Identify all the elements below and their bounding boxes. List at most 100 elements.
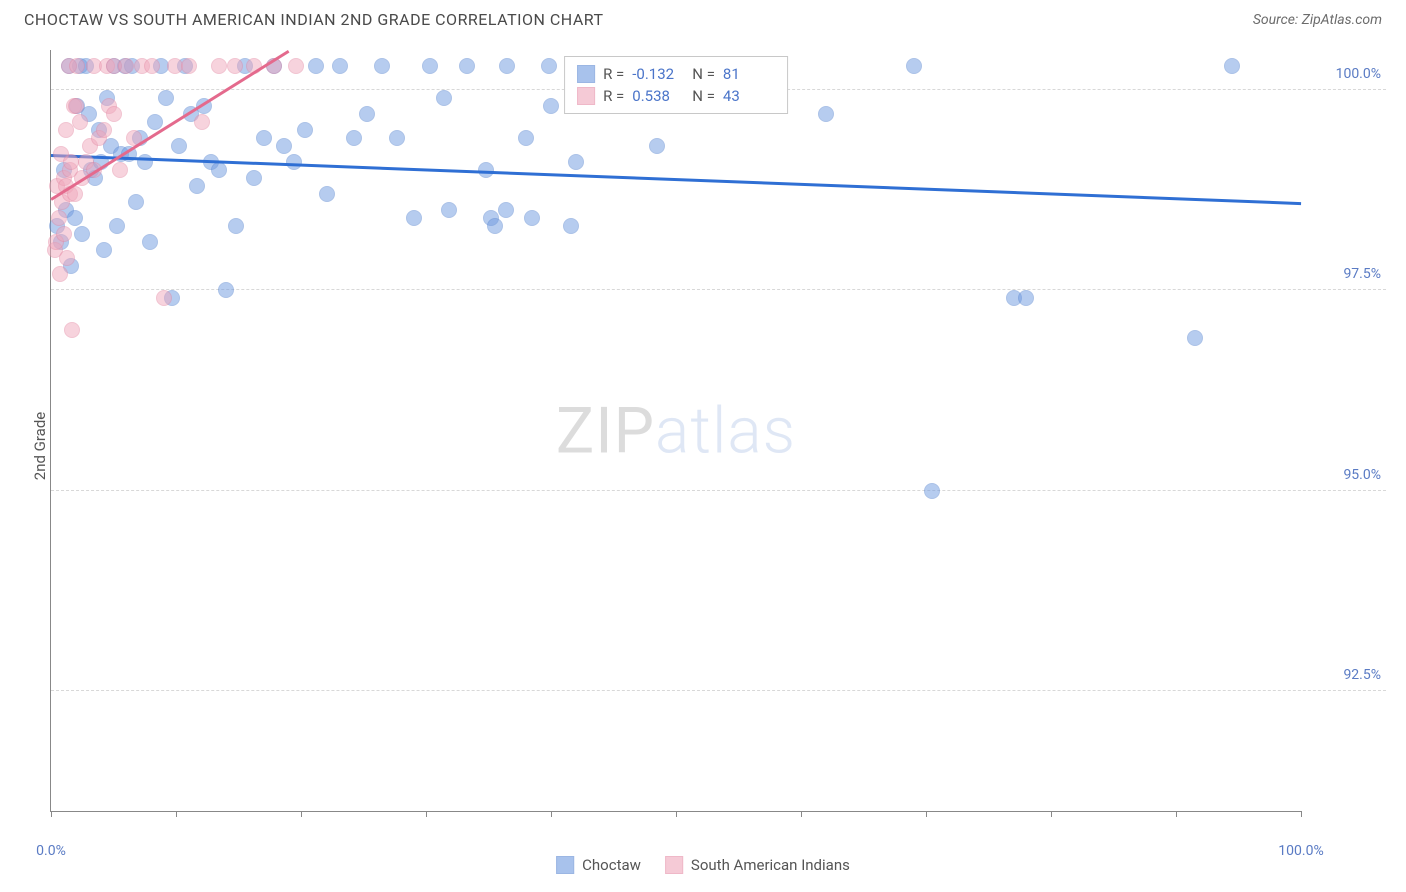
x-tick [801,811,802,817]
data-point [68,98,84,114]
series-swatch [577,65,595,83]
data-point [276,138,292,154]
gridline [51,490,1386,491]
data-point [487,218,503,234]
legend-swatch [556,856,574,874]
data-point [422,58,438,74]
x-tick-label: 0.0% [36,843,66,859]
data-point [67,210,83,226]
stats-row: R = -0.132 N = 81 [577,63,775,85]
chart-header: CHOCTAW VS SOUTH AMERICAN INDIAN 2ND GRA… [0,0,1406,35]
x-tick [1176,811,1177,817]
data-point [459,58,475,74]
data-point [541,58,557,74]
data-point [649,138,665,154]
data-point [218,282,234,298]
y-axis-label: 2nd Grade [31,412,49,480]
data-point [158,90,174,106]
x-tick-label: 100.0% [1278,843,1323,859]
source-name: ZipAtlas.com [1302,12,1382,28]
legend-item: South American Indians [665,856,850,874]
data-point [63,154,79,170]
data-point [297,122,313,138]
data-point [59,250,75,266]
data-point [227,58,243,74]
y-tick-label: 92.5% [1343,667,1381,683]
data-point [1187,330,1203,346]
data-point [189,178,205,194]
r-label: R = [603,65,624,83]
data-point [818,106,834,122]
data-point [1018,290,1034,306]
x-tick [926,811,927,817]
series-swatch [577,87,595,105]
bottom-legend: Choctaw South American Indians [556,856,850,874]
data-point [568,154,584,170]
chart-source: Source: ZipAtlas.com [1253,12,1382,28]
stats-row: R = 0.538 N = 43 [577,85,775,107]
data-point [64,322,80,338]
r-label: R = [603,87,624,105]
r-value: -0.132 [632,65,684,83]
data-point [106,106,122,122]
data-point [524,210,540,226]
data-point [144,58,160,74]
data-point [194,114,210,130]
legend-swatch [665,856,683,874]
data-point [924,483,940,499]
chart-title: CHOCTAW VS SOUTH AMERICAN INDIAN 2ND GRA… [24,10,604,29]
data-point [142,234,158,250]
data-point [147,114,163,130]
data-point [246,170,262,186]
data-point [156,290,172,306]
data-point [118,58,134,74]
n-value: 43 [723,87,775,105]
data-point [211,162,227,178]
data-point [436,90,452,106]
r-value: 0.538 [632,87,684,105]
legend-label: Choctaw [582,856,641,874]
x-tick [551,811,552,817]
x-tick [1051,811,1052,817]
n-label: N = [692,87,715,105]
x-tick [301,811,302,817]
x-tick [1301,811,1302,817]
legend-item: Choctaw [556,856,641,874]
data-point [389,130,405,146]
data-point [128,194,144,210]
data-point [52,266,68,282]
data-point [332,58,348,74]
data-point [499,58,515,74]
data-point [518,130,534,146]
data-point [406,210,422,226]
n-value: 81 [723,65,775,83]
n-label: N = [692,65,715,83]
data-point [543,98,559,114]
data-point [51,210,67,226]
watermark-zip: ZIP [556,393,655,468]
gridline [51,289,1386,290]
stats-box: R = -0.132 N = 81 R = 0.538 N = 43 [564,56,788,114]
data-point [346,130,362,146]
data-point [112,162,128,178]
x-tick [676,811,677,817]
chart-wrap: ZIPatlas 92.5%95.0%97.5%100.0%0.0%100.0%… [50,50,1386,832]
data-point [319,186,335,202]
y-tick-label: 97.5% [1343,266,1381,282]
data-point [109,218,125,234]
x-tick [51,811,52,817]
data-point [288,58,304,74]
trend-line [51,154,1301,205]
legend-label: South American Indians [691,856,850,874]
gridline [51,690,1386,691]
watermark: ZIPatlas [556,393,796,468]
data-point [96,242,112,258]
data-point [359,106,375,122]
data-point [56,226,72,242]
data-point [171,138,187,154]
data-point [96,122,112,138]
data-point [308,58,324,74]
y-tick-label: 95.0% [1343,467,1381,483]
plot-area: ZIPatlas 92.5%95.0%97.5%100.0%0.0%100.0%… [50,50,1301,812]
data-point [72,114,88,130]
